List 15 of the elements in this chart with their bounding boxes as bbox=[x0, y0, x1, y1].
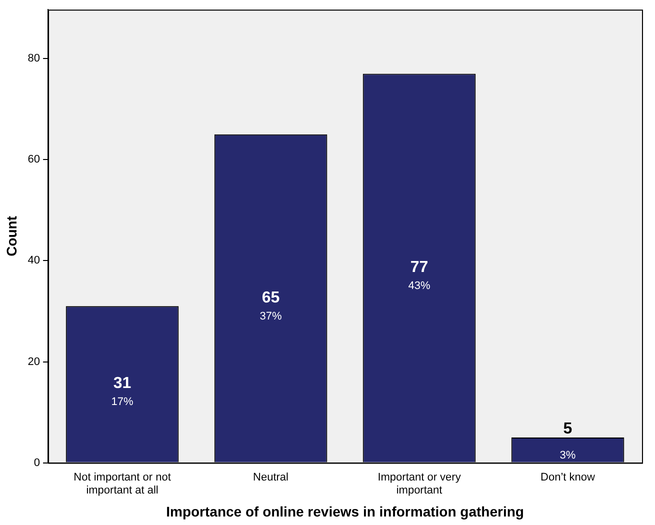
y-tick-label: 40 bbox=[28, 254, 40, 267]
data-label: 31 17% bbox=[111, 375, 134, 408]
x-tick-label: Don’t know bbox=[540, 471, 596, 484]
data-label: 5 3% bbox=[560, 420, 576, 462]
data-label: 65 37% bbox=[260, 289, 282, 322]
y-tick-label: 80 bbox=[28, 52, 40, 65]
x-tick-label: Important or very important bbox=[378, 471, 462, 497]
y-tick-label: 60 bbox=[28, 154, 40, 166]
x-tick-label: Neutral bbox=[253, 471, 289, 484]
x-axis-title: Importance of online reviews in information gathering bbox=[166, 503, 524, 520]
y-tick-label: 20 bbox=[28, 356, 40, 368]
y-tick-label: 0 bbox=[34, 456, 40, 469]
data-label: 77 43% bbox=[408, 259, 430, 292]
x-tick-label: Not important or not important at all bbox=[74, 471, 171, 497]
y-axis-title: Count bbox=[3, 216, 20, 256]
